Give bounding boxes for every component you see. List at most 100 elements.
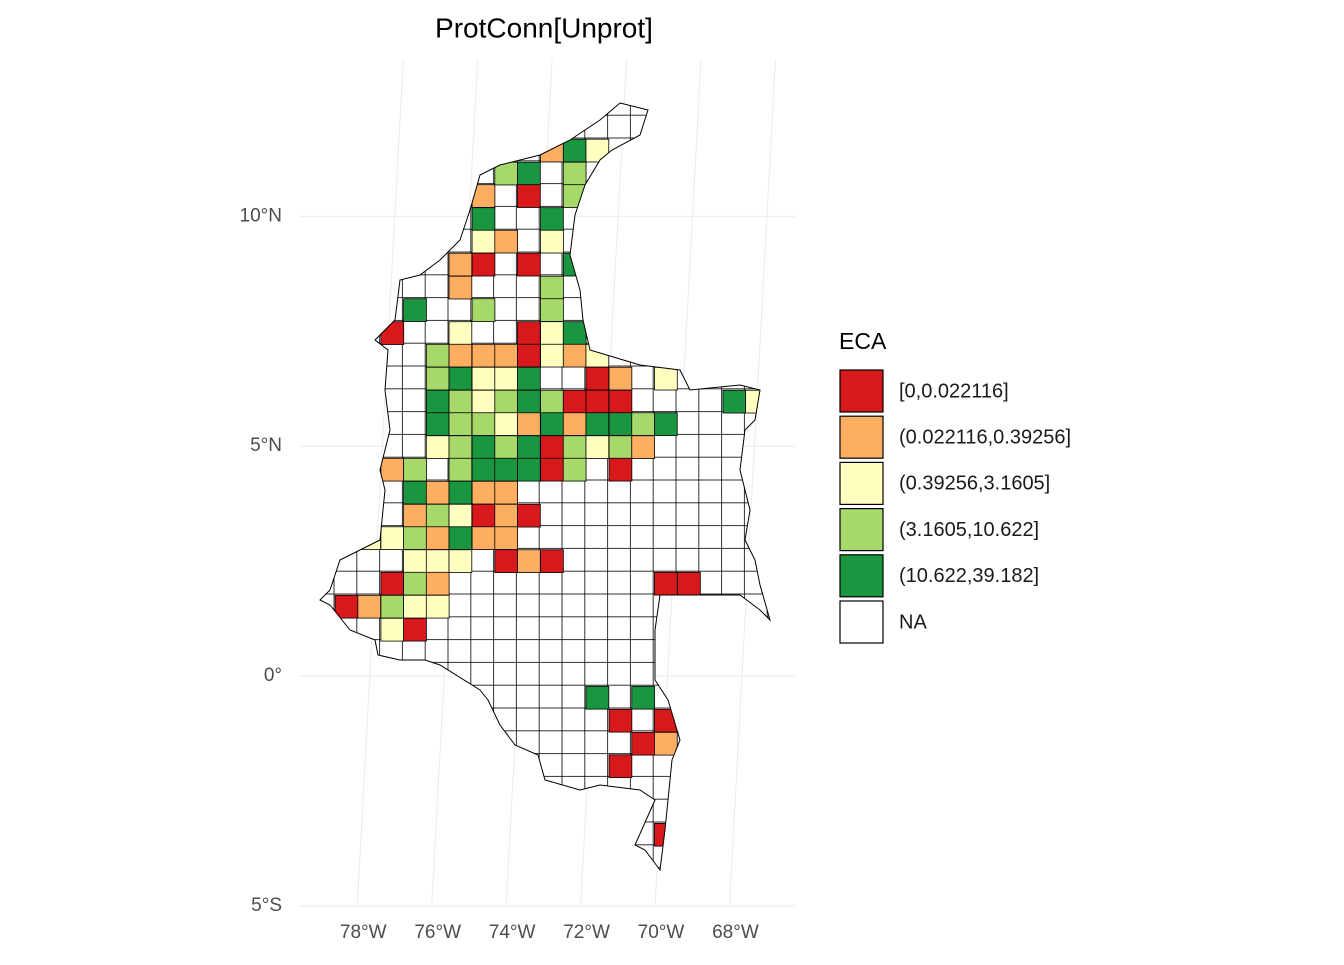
legend-label: (0.022116,0.39256] — [899, 426, 1071, 448]
legend-key — [839, 554, 884, 598]
cell — [471, 389, 496, 414]
cell — [471, 207, 496, 231]
cell — [540, 412, 564, 436]
cell — [425, 503, 450, 528]
cell — [631, 435, 655, 459]
cell — [425, 389, 450, 414]
na-cells — [320, 103, 770, 870]
legend: [0,0.022116] (0.022116,0.39256] (0.39256,3… — [839, 369, 1071, 644]
cell — [608, 412, 633, 436]
legend-label: NA — [899, 611, 927, 633]
cell — [380, 321, 405, 345]
cell — [562, 184, 587, 208]
cell — [677, 571, 701, 596]
cell — [540, 298, 564, 322]
cell — [448, 503, 473, 528]
cell — [517, 343, 541, 368]
cell — [425, 549, 450, 573]
cell — [425, 435, 450, 459]
cell — [448, 457, 473, 482]
cell — [494, 526, 518, 550]
cell — [494, 457, 518, 482]
x-tick-label: 76°W — [414, 922, 461, 943]
cell — [654, 822, 678, 847]
cell — [380, 594, 405, 619]
cell — [631, 731, 655, 756]
land — [320, 103, 770, 870]
cell — [722, 389, 747, 414]
cell — [471, 480, 496, 505]
grid-line — [728, 59, 776, 907]
cell — [585, 435, 610, 459]
legend-key — [839, 508, 884, 552]
cell — [403, 526, 427, 550]
cell — [540, 138, 564, 163]
cell — [494, 229, 518, 254]
cell — [654, 571, 678, 596]
cell — [540, 275, 564, 300]
cell — [654, 412, 678, 436]
cell — [471, 435, 496, 459]
cell — [654, 366, 678, 391]
cell — [517, 549, 541, 573]
cell — [540, 457, 564, 482]
cell — [562, 435, 587, 459]
y-tick-label: 5°N — [250, 435, 282, 456]
cell — [403, 298, 427, 322]
cell — [562, 343, 587, 368]
cell — [517, 389, 541, 414]
cell — [380, 571, 405, 596]
cell — [631, 412, 655, 436]
legend-label: (3.1605,10.622] — [899, 519, 1039, 541]
cell — [540, 549, 564, 573]
x-tick-label: 72°W — [563, 922, 610, 943]
cell — [585, 366, 610, 391]
cell — [540, 229, 564, 254]
cell — [517, 161, 541, 186]
cell — [517, 503, 541, 528]
cell — [448, 435, 473, 459]
cell — [585, 138, 610, 163]
y-tick-label: 0° — [264, 665, 282, 686]
cell — [608, 457, 633, 482]
cell — [471, 526, 496, 550]
legend-label: (0.39256,3.1605] — [899, 473, 1050, 495]
cell — [494, 366, 518, 391]
cell — [562, 457, 587, 482]
legend-key — [839, 461, 884, 505]
cell — [540, 321, 564, 345]
cell — [403, 549, 427, 573]
cell — [380, 457, 405, 482]
cell — [471, 366, 496, 391]
cell — [448, 526, 473, 550]
cell — [471, 184, 496, 208]
cell — [608, 435, 633, 459]
cell — [608, 708, 633, 733]
cell — [608, 389, 633, 414]
grid-line — [356, 59, 404, 907]
cell — [403, 457, 427, 482]
cell — [540, 343, 564, 368]
y-tick-label: 10°N — [240, 205, 282, 226]
cell — [540, 389, 564, 414]
cell — [517, 366, 541, 391]
cell — [654, 731, 678, 756]
cell — [608, 754, 633, 779]
cell — [403, 480, 427, 505]
cell — [334, 594, 359, 619]
cell — [494, 343, 518, 368]
cell — [631, 685, 655, 710]
cell — [585, 389, 610, 414]
cell — [471, 343, 496, 368]
cell — [403, 503, 427, 528]
cell — [448, 252, 473, 277]
legend-label: (10.622,39.182] — [899, 565, 1039, 587]
cell — [562, 389, 587, 414]
legend-label: [0,0.022116] — [899, 380, 1009, 402]
cell — [517, 184, 541, 208]
cell — [448, 480, 473, 505]
cell — [448, 321, 473, 345]
legend-key — [839, 600, 884, 644]
cell — [494, 435, 518, 459]
